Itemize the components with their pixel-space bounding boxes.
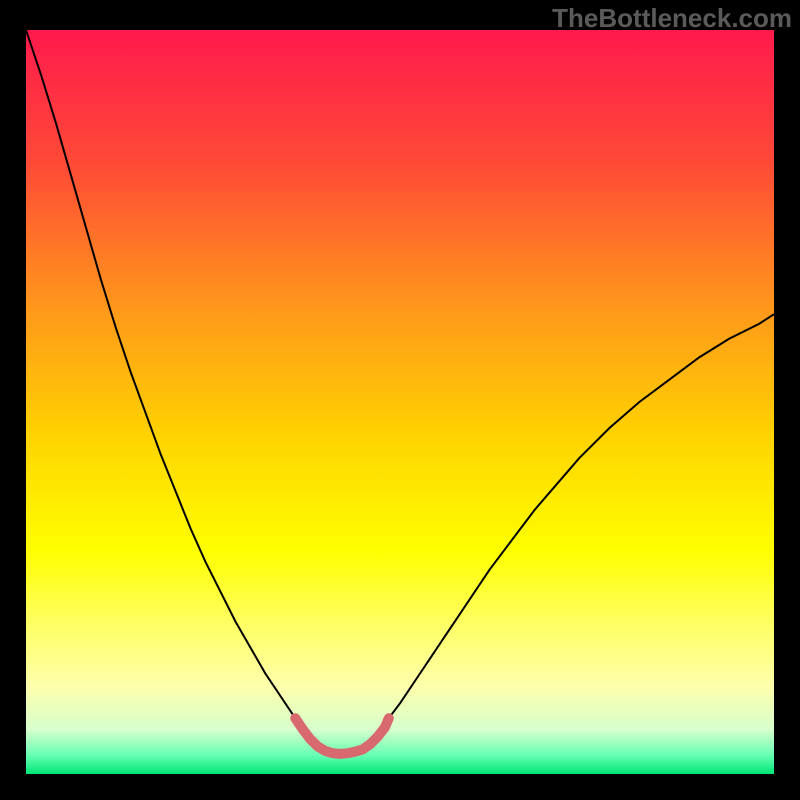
chart-background	[26, 30, 774, 774]
watermark-label: TheBottleneck.com	[552, 3, 792, 34]
bottleneck-chart	[26, 30, 774, 774]
